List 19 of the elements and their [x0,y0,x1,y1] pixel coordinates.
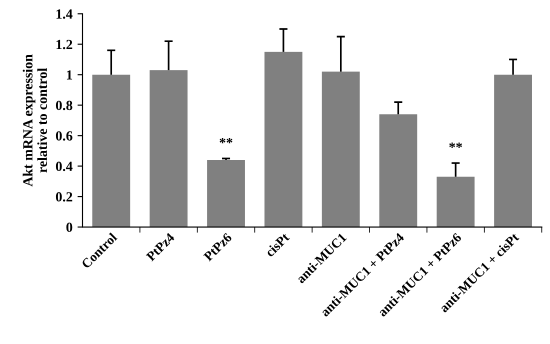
bar [207,160,245,228]
bar [322,72,360,228]
bar [92,74,130,228]
y-tick-label: 0.8 [56,100,72,110]
y-tick-label: 1.4 [56,9,73,19]
bar [150,70,188,228]
y-tick-label: 0.6 [56,131,72,141]
annotation: ** [449,142,462,148]
bar [436,176,475,228]
y-tick-label: 1.2 [56,40,72,50]
y-tick-label: 0.2 [56,192,72,202]
bar [264,52,302,228]
y-tick-label: 1 [66,70,72,80]
annotation: ** [220,138,232,144]
bar [494,74,532,228]
y-axis-title: Akt mRNA expression relative to control [22,54,48,186]
bar [379,114,418,228]
y-tick-label: 0.4 [56,162,73,172]
y-tick-label: 0 [66,222,72,232]
